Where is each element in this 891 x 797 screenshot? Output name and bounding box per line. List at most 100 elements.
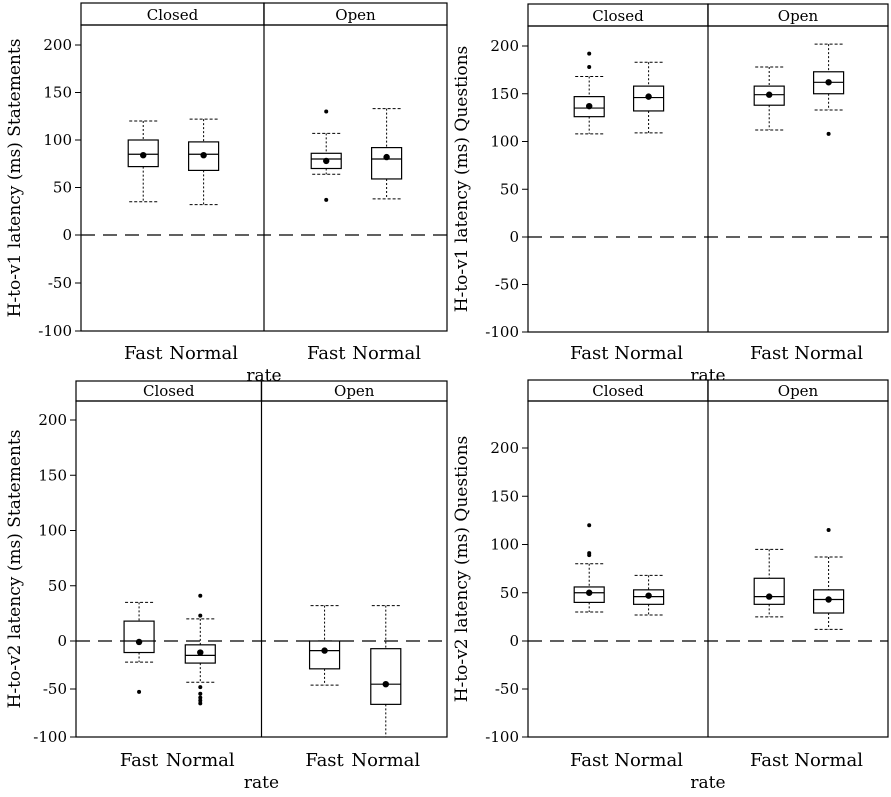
mean-point — [321, 647, 328, 654]
y-tick-label: 100 — [38, 522, 67, 540]
y-tick-label: 50 — [53, 179, 72, 197]
outlier-point — [198, 701, 203, 706]
strip-label-open: Open — [335, 6, 376, 24]
box-iqr — [370, 648, 402, 705]
outlier-point — [587, 65, 592, 70]
chart-1: Closed Open 200 150 100 50 0 -50 -100 H-to-v1 lat… — [5, 2, 448, 386]
y-tick-label: 150 — [38, 466, 67, 484]
box-open-fast — [753, 66, 785, 131]
category-label-normal: Normal — [351, 750, 420, 771]
mean-point — [645, 93, 652, 100]
chart-4: Closed Open 200 150 100 50 0 -50 -100 H-to-v2 lat… — [452, 379, 889, 793]
strip-label-open: Open — [778, 7, 819, 25]
outlier-point — [587, 523, 592, 528]
category-label-fast: Fast — [570, 750, 609, 771]
y-axis-title: H-to-v2 latency (ms) Questions — [452, 436, 472, 703]
category-label-fast: Fast — [305, 750, 344, 771]
category-label-fast: Fast — [307, 343, 346, 364]
y-tick-label: 150 — [490, 487, 519, 505]
y-tick-label: -100 — [38, 322, 72, 340]
mean-point — [766, 593, 773, 600]
outlier-point — [826, 131, 831, 136]
y-tick-label: 150 — [43, 84, 72, 102]
box-closed-fast — [123, 601, 155, 694]
outlier-point — [198, 613, 203, 618]
strip-label-closed: Closed — [147, 6, 199, 24]
box-closed-normal — [184, 593, 216, 706]
outlier-point — [826, 528, 831, 533]
strip-label-closed: Closed — [143, 382, 195, 400]
strip-label-closed: Closed — [592, 382, 644, 400]
category-label-fast: Fast — [120, 750, 159, 771]
y-tick-label: 100 — [43, 131, 72, 149]
category-label-fast: Fast — [750, 750, 789, 771]
y-axis-title: H-to-v2 latency (ms) Statements — [5, 430, 25, 709]
box-iqr — [371, 147, 403, 180]
box-closed-normal — [188, 118, 220, 206]
category-label-normal: Normal — [352, 343, 421, 364]
box-iqr — [123, 620, 155, 654]
box-open-normal — [370, 605, 402, 738]
y-tick-label: 200 — [490, 37, 519, 55]
mean-point — [383, 153, 390, 161]
outlier-point — [587, 553, 592, 558]
box-iqr — [632, 85, 665, 112]
y-tick-label: -50 — [43, 680, 67, 698]
mean-point — [825, 79, 832, 86]
y-tick-label: -50 — [48, 274, 72, 292]
mean-point — [140, 152, 147, 159]
x-axis-title: rate — [690, 773, 725, 793]
y-tick-label: 0 — [509, 228, 519, 246]
y-tick-label: 200 — [38, 411, 67, 429]
outlier-point — [198, 695, 203, 700]
category-label-fast: Fast — [570, 343, 609, 364]
mean-point — [323, 157, 330, 165]
y-tick-label: 150 — [490, 85, 519, 103]
mean-point — [766, 91, 773, 98]
box-open-normal — [812, 43, 845, 136]
box-open-normal — [812, 528, 845, 630]
category-label-normal: Normal — [794, 750, 863, 771]
category-label-normal: Normal — [794, 343, 863, 364]
y-tick-label: 0 — [57, 632, 67, 650]
mean-point — [135, 638, 143, 646]
y-tick-label: 200 — [490, 439, 519, 457]
box-closed-fast — [573, 523, 605, 613]
outlier-point — [198, 685, 203, 690]
outlier-point — [137, 689, 142, 694]
y-tick-label: -50 — [495, 680, 519, 698]
strip-label-open: Open — [778, 382, 819, 400]
mean-point — [825, 596, 832, 603]
mean-point — [586, 102, 593, 110]
mean-point — [197, 649, 204, 656]
outlier-point — [587, 51, 592, 56]
chart-3: Closed Open 200 150 100 50 0 -50 -100 H-to-v2 lat… — [5, 380, 448, 793]
outlier-point — [324, 109, 329, 114]
chart-2: Closed Open 200 150 100 50 0 -50 -100 H-to-v1 lat… — [452, 3, 889, 386]
box-closed-fast — [127, 120, 159, 203]
y-axis-title: H-to-v1 latency (ms) Statements — [5, 39, 25, 318]
x-axis-title: rate — [244, 773, 279, 793]
category-label-normal: Normal — [614, 343, 683, 364]
category-label-fast: Fast — [124, 343, 163, 364]
strip-label-open: Open — [334, 382, 375, 400]
category-label-normal: Normal — [169, 343, 238, 364]
y-tick-label: -100 — [485, 728, 519, 746]
y-tick-label: -100 — [485, 323, 519, 341]
y-tick-label: -50 — [495, 276, 519, 294]
category-label-fast: Fast — [750, 343, 789, 364]
mean-point — [586, 589, 593, 596]
mean-point — [200, 152, 207, 159]
box-iqr — [308, 640, 341, 670]
y-tick-label: 50 — [500, 584, 519, 602]
y-tick-label: 200 — [43, 36, 72, 54]
box-open-fast — [308, 605, 341, 686]
y-tick-label: 0 — [62, 226, 72, 244]
y-tick-label: 0 — [509, 632, 519, 650]
box-open-fast — [753, 548, 785, 618]
box-closed-normal — [632, 574, 665, 616]
category-label-normal: Normal — [614, 750, 683, 771]
outlier-point — [198, 691, 203, 696]
box-closed-fast — [573, 51, 605, 135]
